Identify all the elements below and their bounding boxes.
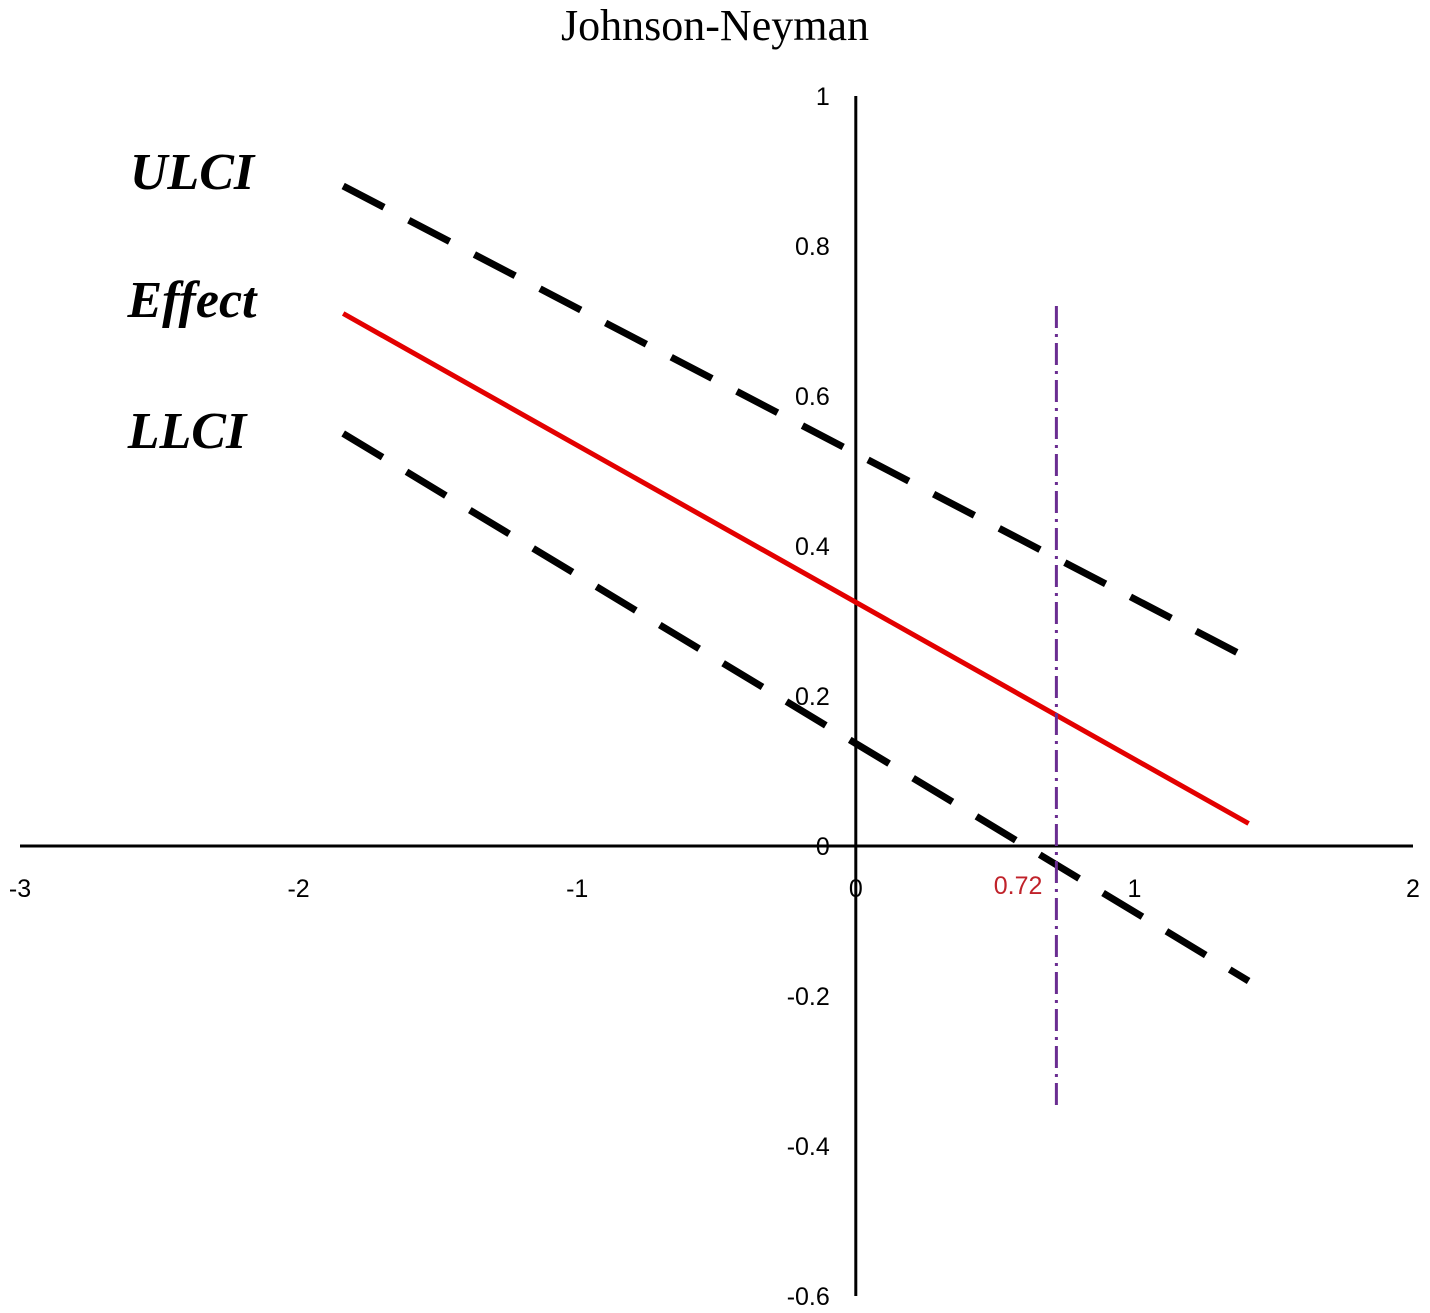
y-tick-label: 0.8 [795, 233, 830, 261]
x-tick-label: -1 [566, 875, 588, 903]
y-tick-label: 1 [816, 83, 830, 111]
x-tick-label: 2 [1406, 875, 1420, 903]
series-line-llci [341, 430, 1251, 984]
johnson-neyman-label: 0.72 [994, 872, 1043, 900]
series-layer [341, 182, 1251, 984]
series-label-llci: LLCI [127, 403, 248, 460]
y-tick-labels: 10.80.60.40.20-0.2-0.4-0.6 [787, 83, 830, 1311]
axes [20, 96, 1413, 1296]
y-tick-label: -0.6 [787, 1283, 830, 1311]
series-line-ulci [341, 182, 1251, 662]
chart-title: Johnson-Neyman [561, 1, 869, 50]
y-tick-label: -0.4 [787, 1133, 830, 1161]
y-tick-label: 0.6 [795, 383, 830, 411]
y-tick-label: -0.2 [787, 983, 830, 1011]
x-tick-label: -2 [287, 875, 309, 903]
y-tick-label: 0.4 [795, 533, 830, 561]
series-label-ulci: ULCI [130, 144, 256, 201]
series-line-effect [341, 311, 1250, 826]
x-tick-label: -3 [9, 875, 31, 903]
x-tick-label: 1 [1127, 875, 1141, 903]
y-tick-label: 0 [816, 833, 830, 861]
series-labels: ULCI Effect LLCI [127, 144, 259, 460]
x-tick-label: 0 [849, 875, 863, 903]
johnson-neyman-marker: 0.72 [994, 306, 1058, 1109]
series-label-effect: Effect [127, 272, 259, 329]
x-tick-labels: -3 -2 -1 0 1 2 [9, 875, 1420, 903]
